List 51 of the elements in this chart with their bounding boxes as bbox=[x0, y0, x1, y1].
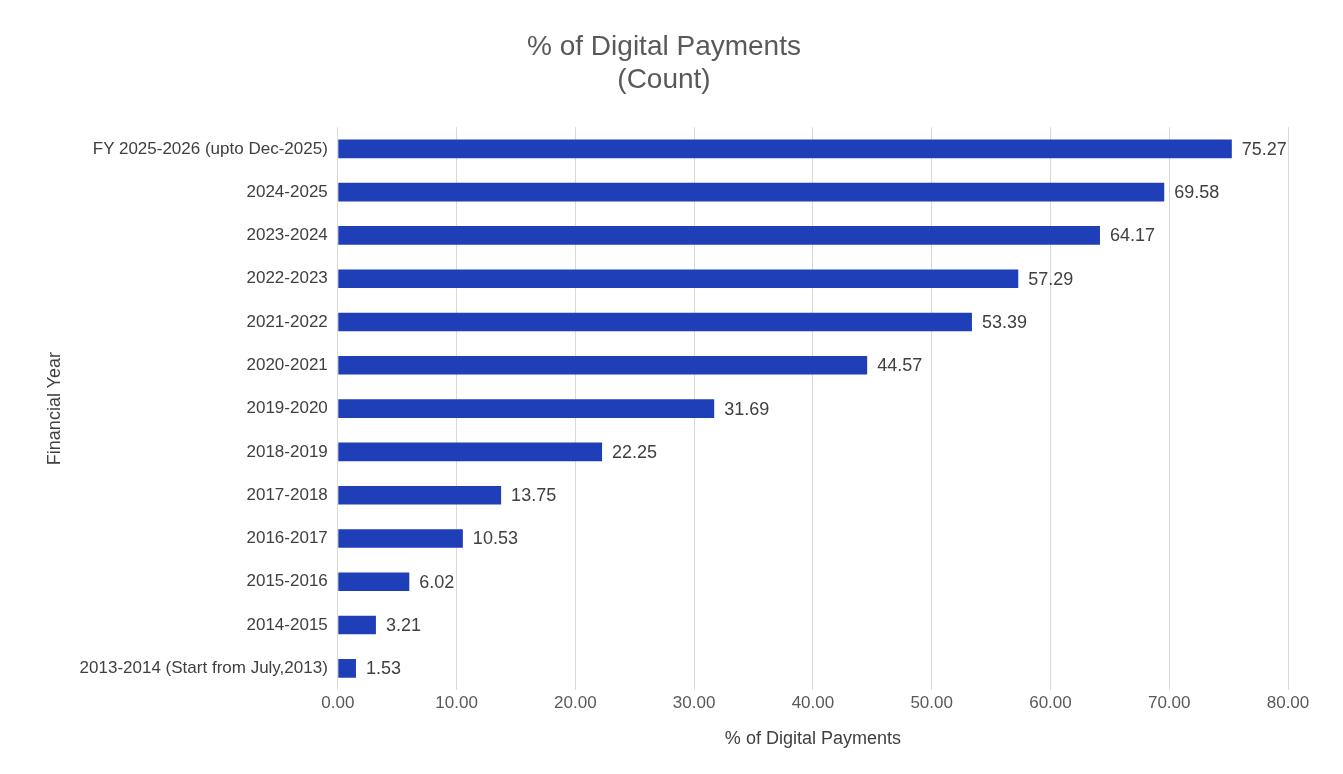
y-tick-label: 2013-2014 (Start from July,2013) bbox=[79, 658, 328, 678]
y-tick-label: 2024-2025 bbox=[246, 181, 328, 201]
y-tick-label: 2020-2021 bbox=[246, 355, 328, 374]
bar bbox=[338, 529, 463, 548]
data-label: 75.27 bbox=[1241, 138, 1287, 159]
y-tick-label: 2018-2019 bbox=[246, 441, 328, 461]
y-tick-label: 2016-2017 bbox=[246, 528, 328, 548]
y-axis-title: Financial Year bbox=[43, 352, 64, 466]
y-tick-label: 2022-2023 bbox=[246, 268, 328, 288]
bar bbox=[338, 572, 410, 592]
y-tick-label: 2023-2024 bbox=[246, 225, 328, 245]
data-label: 69.58 bbox=[1174, 182, 1220, 203]
y-tick-label: 2019-2020 bbox=[246, 398, 328, 418]
bar bbox=[338, 312, 972, 332]
x-tick-label: 30.00 bbox=[672, 692, 716, 712]
x-tick-label: 50.00 bbox=[910, 692, 953, 712]
chart-title: % of Digital Payments (Count) bbox=[527, 29, 801, 95]
data-label: 53.39 bbox=[981, 311, 1027, 332]
data-label: 22.25 bbox=[612, 441, 658, 462]
x-tick-label: 60.00 bbox=[1029, 692, 1072, 712]
y-tick-label: FY 2025-2026 (upto Dec-2025) bbox=[92, 138, 328, 158]
bar bbox=[338, 399, 715, 418]
bar bbox=[338, 226, 1100, 245]
data-label: 31.69 bbox=[724, 398, 770, 419]
x-tick-label: 0.00 bbox=[321, 692, 355, 712]
bar bbox=[338, 356, 868, 375]
bar bbox=[338, 442, 603, 462]
data-label: 3.21 bbox=[385, 615, 421, 636]
x-tick-label: 10.00 bbox=[435, 692, 478, 712]
bar bbox=[338, 139, 1232, 159]
x-tick-label: 20.00 bbox=[554, 692, 597, 712]
bar bbox=[338, 659, 356, 678]
y-tick-label: 2015-2016 bbox=[246, 571, 328, 591]
x-axis-title: % of Digital Payments bbox=[724, 728, 901, 749]
bar bbox=[338, 485, 502, 505]
x-tick-label: 80.00 bbox=[1266, 692, 1310, 712]
y-tick-label: 2014-2015 bbox=[246, 614, 328, 634]
data-label: 1.53 bbox=[365, 658, 402, 679]
data-label: 57.29 bbox=[1028, 268, 1074, 289]
y-tick-label: 2021-2022 bbox=[246, 311, 328, 331]
x-tick-label: 40.00 bbox=[791, 692, 835, 712]
x-tick-label: 70.00 bbox=[1147, 692, 1191, 712]
data-label: 64.17 bbox=[1109, 225, 1156, 246]
bar bbox=[338, 269, 1019, 289]
data-label: 10.53 bbox=[472, 528, 518, 549]
data-label: 44.57 bbox=[877, 355, 923, 376]
bar bbox=[338, 182, 1165, 202]
data-label: 13.75 bbox=[511, 485, 557, 506]
data-label: 6.02 bbox=[419, 571, 455, 592]
bar bbox=[338, 615, 376, 635]
y-tick-label: 2017-2018 bbox=[246, 484, 328, 504]
